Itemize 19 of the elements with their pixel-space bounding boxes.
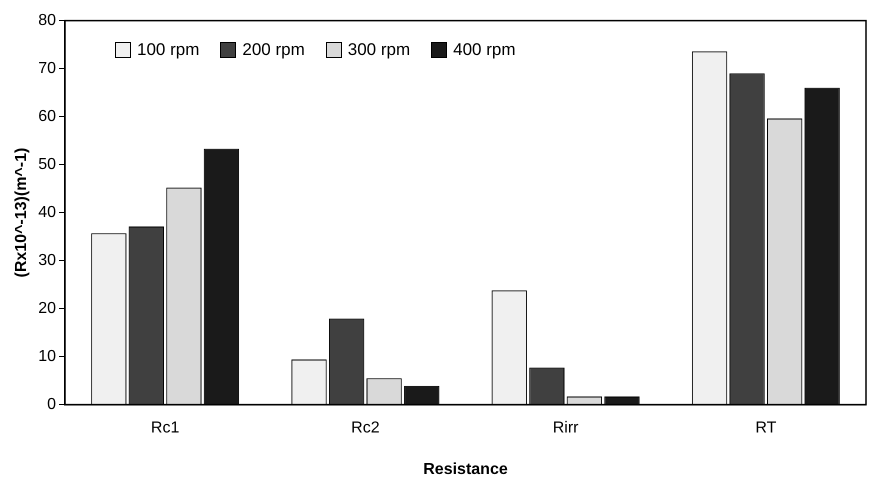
- y-tick-label: 70: [38, 60, 56, 78]
- x-tick-label: Rc2: [351, 420, 380, 437]
- legend-label: 200 rpm: [242, 40, 305, 60]
- y-axis-title: (Rx10^-13)(m^-1): [13, 148, 30, 278]
- y-tick-label: 10: [38, 348, 56, 366]
- y-tick-label: 50: [38, 156, 56, 174]
- y-tick-label: 40: [38, 204, 56, 222]
- x-axis-title: Resistance: [423, 460, 508, 478]
- legend-label: 300 rpm: [348, 40, 410, 60]
- y-tick-label: 60: [38, 108, 56, 126]
- y-tick-label: 30: [38, 252, 56, 270]
- legend-label: 100 rpm: [137, 40, 200, 60]
- x-tick-label: Rirr: [552, 420, 580, 437]
- y-tick-label: 20: [38, 300, 56, 318]
- x-tick-label: Rc1: [150, 420, 180, 437]
- y-tick-label: 80: [38, 12, 56, 30]
- x-tick-label: RT: [755, 420, 777, 437]
- y-tick-label: 0: [47, 396, 56, 414]
- legend-label: 400 rpm: [453, 40, 516, 60]
